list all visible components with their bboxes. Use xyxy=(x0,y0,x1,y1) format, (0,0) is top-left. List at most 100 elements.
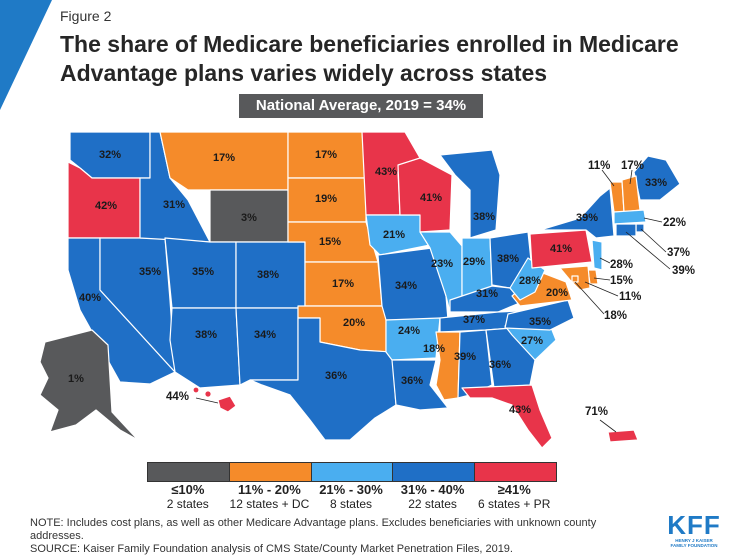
label-WI: 41% xyxy=(420,192,442,204)
label-MA: 22% xyxy=(663,217,686,229)
label-DE: 15% xyxy=(610,275,633,287)
label-MD: 11% xyxy=(619,291,641,303)
label-PR: 71% xyxy=(585,406,608,418)
label-WV: 28% xyxy=(519,275,541,287)
state-WV[interactable] xyxy=(509,257,546,301)
label-OR: 42% xyxy=(95,200,117,212)
state-HI-island[interactable] xyxy=(204,390,212,398)
label-AK: 1% xyxy=(68,373,84,385)
label-FL: 43% xyxy=(509,404,531,416)
state-HI[interactable] xyxy=(217,395,237,413)
label-CO: 38% xyxy=(257,269,279,281)
label-NH: 17% xyxy=(621,160,644,172)
legend-item: ≥41% 6 states + PR xyxy=(473,482,555,511)
state-MI[interactable] xyxy=(439,149,501,239)
legend-swatch-21-30 xyxy=(311,463,394,481)
label-MS: 18% xyxy=(423,343,445,355)
label-IA: 21% xyxy=(383,229,405,241)
label-TN: 37% xyxy=(463,314,485,326)
state-NC[interactable] xyxy=(504,299,575,331)
state-PR[interactable] xyxy=(607,429,639,443)
label-LA: 36% xyxy=(401,375,423,387)
legend-range: 31% - 40% xyxy=(400,482,465,497)
state-AK[interactable] xyxy=(39,329,139,441)
national-average-badge: National Average, 2019 = 34% xyxy=(239,94,483,118)
kff-logo: KFF HENRY J KAISER FAMILY FOUNDATION xyxy=(664,512,724,548)
footnote: NOTE: Includes cost plans, as well as ot… xyxy=(30,517,650,556)
state-ME[interactable] xyxy=(633,155,681,201)
label-WA: 32% xyxy=(99,149,121,161)
legend-range: 11% - 20% xyxy=(237,482,301,497)
label-DC: 18% xyxy=(604,310,627,322)
state-PA[interactable] xyxy=(529,229,593,269)
label-NV: 35% xyxy=(139,266,161,278)
label-NY: 39% xyxy=(576,212,598,224)
corner-accent xyxy=(0,0,52,110)
label-WY: 3% xyxy=(241,212,257,224)
legend-count: 22 states xyxy=(408,497,457,511)
label-IL: 23% xyxy=(431,258,453,270)
state-NM[interactable] xyxy=(235,307,299,386)
label-ME: 33% xyxy=(645,177,667,189)
label-CT: 39% xyxy=(672,265,695,277)
state-NY[interactable] xyxy=(539,187,615,239)
label-NJ: 28% xyxy=(610,259,633,271)
kff-logo-sub2: FAMILY FOUNDATION xyxy=(670,543,718,548)
legend-swatch-31-40 xyxy=(393,463,476,481)
state-LA[interactable] xyxy=(391,359,449,411)
label-ID: 31% xyxy=(163,199,185,211)
state-AR[interactable] xyxy=(385,317,441,361)
state-WI[interactable] xyxy=(397,157,453,233)
state-MA[interactable] xyxy=(613,209,647,225)
label-NM: 34% xyxy=(254,329,276,341)
label-HI: 44% xyxy=(166,391,189,403)
legend-item: 11% - 20% 12 states + DC xyxy=(229,482,311,511)
label-TX: 36% xyxy=(325,370,347,382)
label-NC: 35% xyxy=(529,316,551,328)
label-AZ: 38% xyxy=(195,329,217,341)
legend-count: 2 states xyxy=(166,497,209,511)
label-IN: 29% xyxy=(463,256,485,268)
state-DC[interactable] xyxy=(571,275,579,283)
label-PA: 41% xyxy=(550,243,572,255)
legend-swatch-le10 xyxy=(148,463,230,481)
legend-item: 21% - 30% 8 states xyxy=(310,482,392,511)
leader-lines xyxy=(195,169,671,433)
label-VA: 20% xyxy=(546,287,568,299)
label-CA: 40% xyxy=(79,292,101,304)
label-NE: 15% xyxy=(319,236,341,248)
note-text: NOTE: Includes cost plans, as well as ot… xyxy=(30,517,597,542)
label-VT: 11% xyxy=(588,160,610,172)
legend-count: 12 states + DC xyxy=(229,497,310,511)
state-FL[interactable] xyxy=(461,384,553,449)
state-TX[interactable] xyxy=(249,317,397,441)
label-KS: 17% xyxy=(332,278,354,290)
figure-label: Figure 2 xyxy=(60,8,112,24)
legend-swatch-ge41 xyxy=(475,463,556,481)
legend-range: 21% - 30% xyxy=(319,482,383,497)
label-OK: 20% xyxy=(343,317,365,329)
legend-count: 6 states + PR xyxy=(477,497,551,511)
label-SC: 27% xyxy=(521,335,543,347)
label-AR: 24% xyxy=(398,325,420,337)
legend-color-bar xyxy=(147,462,557,482)
legend-count: 8 states xyxy=(329,497,372,511)
legend-swatch-11-20 xyxy=(229,463,312,481)
state-CT[interactable] xyxy=(615,223,637,237)
state-AZ[interactable] xyxy=(169,307,241,389)
legend-range: ≥41% xyxy=(497,482,531,497)
label-MN: 43% xyxy=(375,166,397,178)
label-UT: 35% xyxy=(192,266,214,278)
label-MO: 34% xyxy=(395,280,417,292)
label-KY: 31% xyxy=(476,288,498,300)
label-AL: 39% xyxy=(454,351,476,363)
state-NJ[interactable] xyxy=(591,239,603,271)
state-HI-island[interactable] xyxy=(192,386,200,394)
legend-item: 31% - 40% 22 states xyxy=(392,482,474,511)
legend-range: ≤10% xyxy=(171,482,205,497)
label-SD: 19% xyxy=(315,193,337,205)
label-RI: 37% xyxy=(667,247,690,259)
legend-item: ≤10% 2 states xyxy=(147,482,229,511)
label-OH: 38% xyxy=(497,253,519,265)
